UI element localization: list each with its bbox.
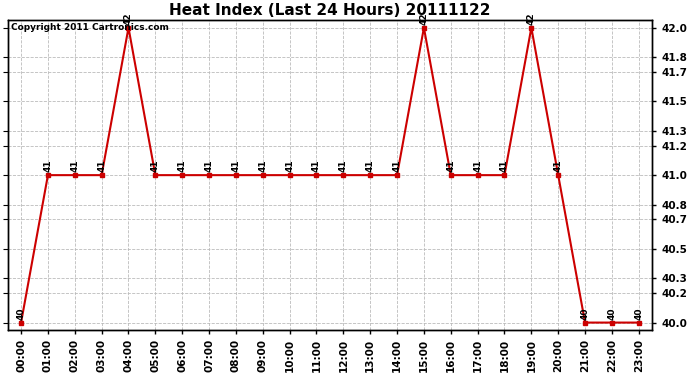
Text: 42: 42 [527, 12, 536, 25]
Text: 40: 40 [634, 307, 643, 320]
Text: 41: 41 [553, 160, 563, 172]
Text: 42: 42 [124, 12, 133, 25]
Text: 42: 42 [420, 12, 428, 25]
Text: 41: 41 [231, 160, 240, 172]
Text: 41: 41 [285, 160, 294, 172]
Text: 40: 40 [607, 307, 616, 320]
Text: 40: 40 [580, 307, 589, 320]
Text: 41: 41 [43, 160, 52, 172]
Title: Heat Index (Last 24 Hours) 20111122: Heat Index (Last 24 Hours) 20111122 [169, 3, 491, 18]
Text: 41: 41 [204, 160, 214, 172]
Text: 41: 41 [151, 160, 160, 172]
Text: 41: 41 [312, 160, 321, 172]
Text: 41: 41 [178, 160, 187, 172]
Text: 41: 41 [339, 160, 348, 172]
Text: 41: 41 [500, 160, 509, 172]
Text: 41: 41 [446, 160, 455, 172]
Text: 41: 41 [366, 160, 375, 172]
Text: 41: 41 [258, 160, 267, 172]
Text: 41: 41 [393, 160, 402, 172]
Text: 41: 41 [97, 160, 106, 172]
Text: 41: 41 [70, 160, 79, 172]
Text: 41: 41 [473, 160, 482, 172]
Text: Copyright 2011 Cartronics.com: Copyright 2011 Cartronics.com [11, 23, 169, 32]
Text: 40: 40 [17, 307, 26, 320]
